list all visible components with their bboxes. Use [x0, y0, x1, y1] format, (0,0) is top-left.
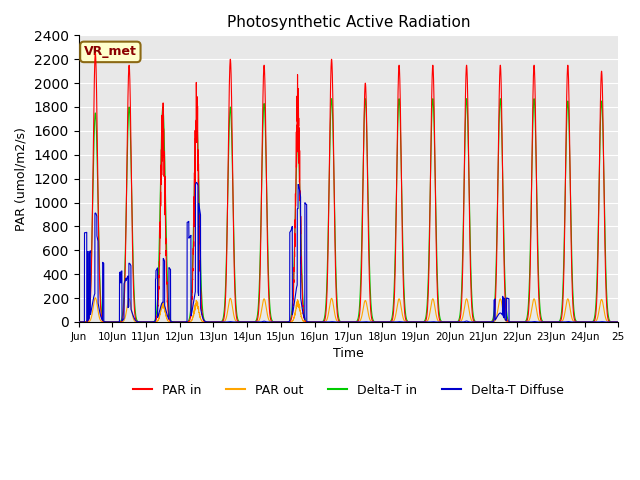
Y-axis label: PAR (umol/m2/s): PAR (umol/m2/s): [15, 127, 28, 230]
Text: VR_met: VR_met: [84, 46, 137, 59]
Legend: PAR in, PAR out, Delta-T in, Delta-T Diffuse: PAR in, PAR out, Delta-T in, Delta-T Dif…: [128, 379, 569, 402]
X-axis label: Time: Time: [333, 347, 364, 360]
Title: Photosynthetic Active Radiation: Photosynthetic Active Radiation: [227, 15, 470, 30]
